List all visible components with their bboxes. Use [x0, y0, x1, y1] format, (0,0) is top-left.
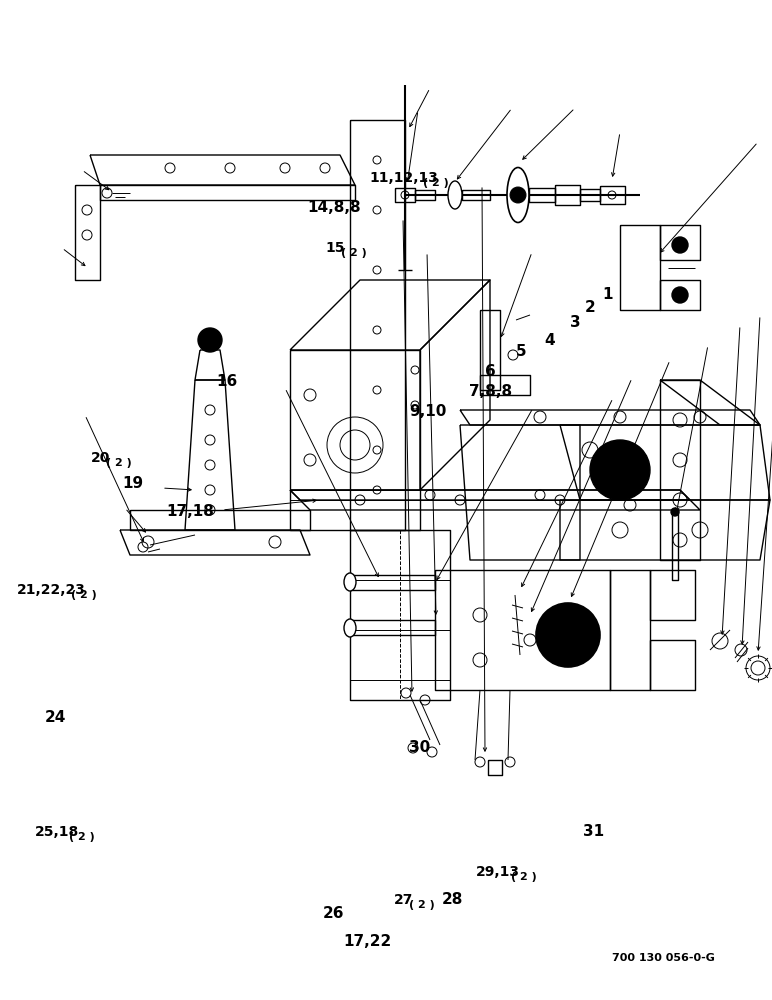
Ellipse shape [507, 167, 529, 223]
Polygon shape [290, 490, 700, 510]
Text: 14,8,8: 14,8,8 [307, 200, 361, 216]
Polygon shape [660, 380, 760, 425]
Text: 31: 31 [583, 824, 604, 839]
Text: 3: 3 [570, 315, 581, 330]
Text: 17,18: 17,18 [166, 504, 214, 520]
Polygon shape [660, 280, 700, 310]
Polygon shape [660, 380, 700, 560]
Text: 20: 20 [91, 451, 110, 465]
Polygon shape [460, 410, 760, 425]
Text: 19: 19 [122, 477, 143, 491]
Text: 28: 28 [442, 893, 463, 908]
Polygon shape [480, 310, 500, 390]
Text: 26: 26 [323, 906, 344, 920]
Text: 7,8,8: 7,8,8 [469, 384, 513, 399]
Circle shape [510, 187, 526, 203]
Circle shape [672, 287, 688, 303]
Text: 11,12,13: 11,12,13 [369, 171, 438, 185]
Polygon shape [580, 189, 600, 201]
Text: 27: 27 [394, 893, 413, 907]
Polygon shape [290, 280, 490, 350]
Polygon shape [462, 190, 490, 200]
Text: 9,10: 9,10 [409, 404, 446, 419]
Polygon shape [460, 425, 580, 560]
Text: 30: 30 [409, 740, 431, 756]
Polygon shape [600, 186, 625, 204]
Polygon shape [185, 380, 235, 530]
Text: 29,13: 29,13 [476, 865, 520, 879]
Text: 5: 5 [516, 344, 527, 360]
Polygon shape [488, 760, 502, 775]
Polygon shape [620, 225, 660, 310]
Text: 15: 15 [326, 241, 345, 255]
Polygon shape [650, 570, 695, 620]
Polygon shape [610, 570, 650, 690]
Polygon shape [350, 530, 450, 700]
Polygon shape [660, 225, 700, 260]
Text: ( 2 ): ( 2 ) [511, 872, 537, 882]
Polygon shape [120, 530, 310, 555]
Polygon shape [100, 185, 355, 200]
Polygon shape [350, 620, 435, 635]
Polygon shape [195, 350, 225, 380]
Polygon shape [555, 185, 580, 205]
Circle shape [590, 440, 650, 500]
Polygon shape [529, 188, 555, 202]
Text: 1: 1 [602, 287, 613, 302]
Text: ( 2 ): ( 2 ) [423, 178, 449, 188]
Text: 2: 2 [585, 300, 596, 316]
Ellipse shape [344, 619, 356, 637]
Text: 700 130 056-0-G: 700 130 056-0-G [612, 953, 716, 963]
Polygon shape [290, 350, 420, 530]
Circle shape [556, 623, 580, 647]
Polygon shape [560, 500, 770, 560]
Circle shape [536, 603, 600, 667]
Text: ( 2 ): ( 2 ) [340, 248, 367, 258]
Polygon shape [420, 280, 490, 490]
Text: 17,22: 17,22 [344, 934, 392, 949]
Text: 4: 4 [544, 333, 555, 348]
Text: 21,22,23: 21,22,23 [17, 583, 86, 597]
Polygon shape [350, 575, 435, 590]
Polygon shape [672, 510, 678, 580]
Text: 24: 24 [45, 710, 66, 726]
Polygon shape [480, 375, 530, 395]
Text: ( 2 ): ( 2 ) [106, 458, 132, 468]
Polygon shape [75, 185, 100, 280]
Ellipse shape [448, 181, 462, 209]
Polygon shape [435, 570, 610, 690]
Polygon shape [130, 510, 310, 530]
Polygon shape [560, 425, 770, 500]
Circle shape [671, 508, 679, 516]
Circle shape [198, 328, 222, 352]
Polygon shape [395, 188, 415, 202]
Circle shape [672, 237, 688, 253]
Text: 25,18: 25,18 [35, 825, 79, 839]
Text: 16: 16 [216, 374, 238, 389]
Polygon shape [350, 120, 405, 530]
Ellipse shape [344, 573, 356, 591]
Polygon shape [650, 640, 695, 690]
Text: ( 2 ): ( 2 ) [69, 832, 95, 842]
Text: ( 2 ): ( 2 ) [408, 900, 435, 910]
Polygon shape [415, 190, 435, 200]
Text: ( 2 ): ( 2 ) [71, 590, 96, 600]
Polygon shape [90, 155, 355, 185]
Text: 6: 6 [485, 364, 496, 379]
